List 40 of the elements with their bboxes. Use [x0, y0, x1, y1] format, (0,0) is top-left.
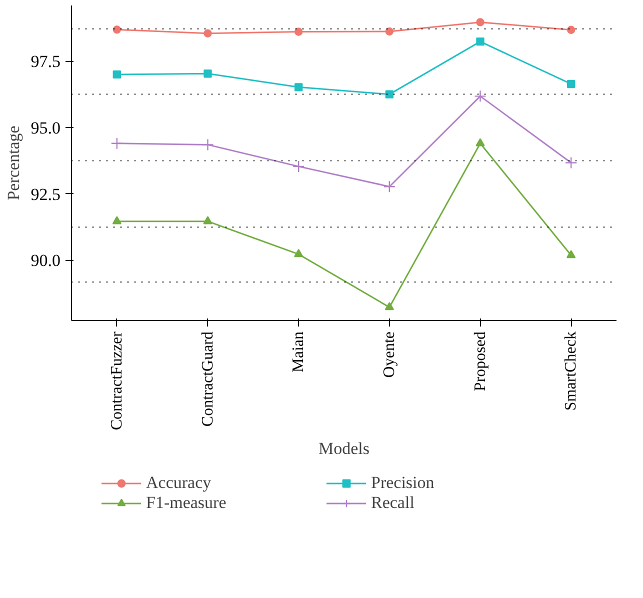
point	[112, 216, 122, 224]
x-tick-label: Oyente	[380, 332, 398, 378]
point	[566, 250, 576, 258]
point	[112, 26, 122, 34]
point	[292, 160, 305, 173]
x-axis-title: Models	[318, 439, 370, 458]
y-axis-title: Percentage	[4, 126, 23, 200]
point	[204, 70, 212, 78]
point	[566, 26, 576, 34]
y-tick-label: 90.0	[30, 251, 60, 270]
x-tick-label: ContractGuard	[199, 332, 216, 427]
point	[384, 302, 394, 310]
point	[294, 83, 303, 92]
point	[294, 28, 303, 36]
point	[385, 90, 394, 98]
x-tick-label: ContractFuzzer	[108, 330, 126, 430]
x-tick-label: Proposed	[472, 331, 489, 392]
point	[383, 180, 396, 193]
point	[202, 138, 214, 151]
point	[203, 216, 212, 224]
point	[476, 37, 484, 46]
point	[112, 70, 122, 79]
point	[564, 156, 578, 169]
point	[476, 138, 485, 146]
point	[476, 18, 484, 26]
x-tick-label: SmartCheck	[562, 332, 580, 411]
y-tick-label: 97.5	[30, 52, 60, 72]
y-tick-label: 95.0	[30, 118, 60, 138]
legend-label: Recall	[371, 493, 416, 513]
point	[385, 27, 394, 36]
point	[110, 137, 124, 150]
legend-label: F1-measure	[146, 493, 228, 513]
point	[474, 90, 486, 102]
legend-label: Precision	[371, 473, 436, 493]
legend-label: Accuracy	[146, 473, 212, 493]
y-tick-label: 92.5	[30, 184, 60, 204]
point	[204, 29, 212, 38]
point	[294, 248, 304, 258]
point	[566, 80, 576, 88]
x-tick-label: Maian	[290, 332, 308, 372]
